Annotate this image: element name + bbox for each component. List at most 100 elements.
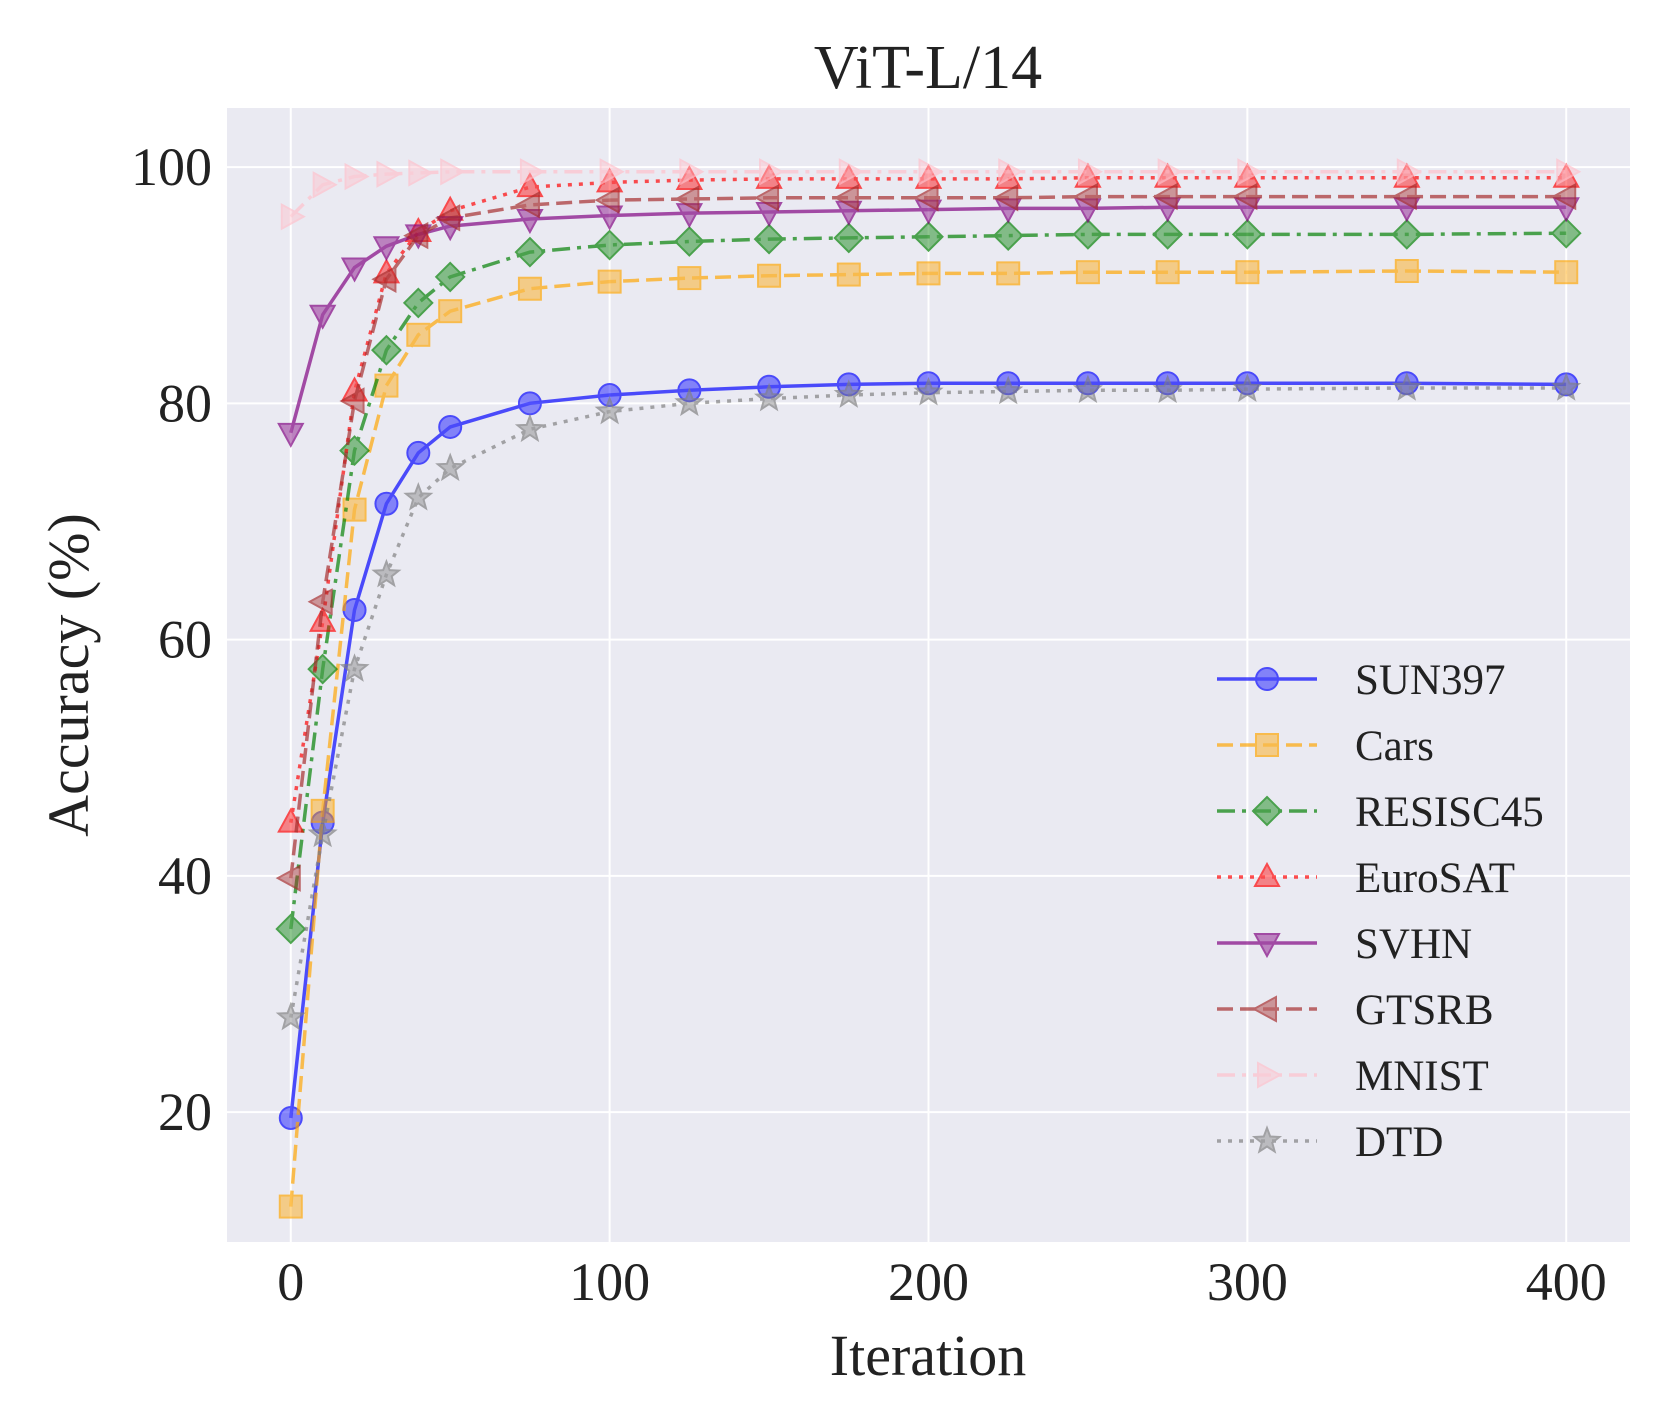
data-point-dtd (435, 452, 466, 482)
data-point-dtd (339, 653, 370, 682)
data-point-svhn (1074, 198, 1102, 224)
data-point-cars (342, 497, 367, 522)
data-point-dtd (1391, 372, 1422, 401)
data-point-dtd (594, 395, 625, 425)
data-point-gtsrb (993, 184, 1019, 212)
data-point-dtd (993, 375, 1024, 405)
data-point-resisc45 (594, 229, 626, 261)
data-point-gtsrb (1072, 182, 1098, 211)
data-point-resisc45 (371, 334, 402, 366)
data-point-cars (1155, 260, 1180, 285)
data-point-resisc45 (753, 223, 785, 255)
data-point-eurosat (595, 167, 624, 193)
data-point-cars (1075, 260, 1100, 285)
legend-item-sun397: SUN397 (1217, 657, 1506, 704)
data-point-svhn (308, 304, 337, 330)
data-point-cars (916, 261, 941, 286)
data-point-gtsrb (275, 864, 301, 892)
data-point-mnist (918, 158, 944, 186)
y-tick-label: 100 (131, 137, 212, 197)
data-point-mnist (1237, 158, 1263, 186)
data-point-resisc45 (1391, 218, 1423, 250)
series-line-sun397 (289, 381, 1567, 1119)
data-point-dtd (371, 558, 402, 588)
data-point-resisc45 (1072, 218, 1104, 250)
data-point-dtd (1232, 373, 1263, 402)
series-resisc45 (275, 217, 1582, 945)
data-point-sun397 (342, 598, 367, 623)
legend-swatch-gtsrb (1217, 995, 1317, 1023)
data-point-sun397 (1155, 371, 1180, 396)
x-tick-label: 100 (569, 1252, 650, 1312)
legend-swatch-mnist (1217, 1061, 1317, 1089)
data-point-gtsrb (403, 221, 429, 250)
data-point-gtsrb (1391, 182, 1417, 211)
legend-marker-svhn (1253, 933, 1281, 959)
data-point-mnist (312, 171, 338, 199)
data-point-cars (1554, 260, 1579, 285)
legend-label-cars: Cars (1355, 723, 1434, 770)
data-point-mnist (1077, 158, 1104, 186)
data-point-eurosat (516, 172, 544, 198)
data-point-gtsrb (753, 184, 780, 212)
data-point-sun397 (374, 491, 399, 516)
series-layer (275, 158, 1582, 1219)
x-tick-label: 0 (277, 1252, 304, 1312)
legend-marker-resisc45 (1251, 795, 1283, 827)
data-point-gtsrb (913, 184, 939, 212)
legend-label-mnist: MNIST (1355, 1053, 1489, 1100)
data-point-sun397 (517, 391, 542, 416)
legend-label-gtsrb: GTSRB (1355, 987, 1494, 1034)
data-point-resisc45 (913, 221, 944, 253)
data-point-gtsrb (833, 184, 859, 212)
data-point-mnist (679, 158, 705, 186)
data-point-gtsrb (371, 265, 397, 293)
chart-title: ViT-L/14 (814, 34, 1042, 102)
data-point-cars (517, 276, 542, 301)
legend-swatch-cars (1217, 733, 1317, 757)
data-point-sun397 (597, 383, 622, 408)
data-point-resisc45 (434, 261, 466, 293)
data-point-mnist (998, 158, 1024, 186)
legend-swatch-dtd (1217, 1125, 1317, 1154)
data-point-resisc45 (833, 222, 865, 254)
data-point-dtd (1072, 374, 1103, 404)
y-tick-label: 80 (158, 373, 212, 433)
data-point-cars (278, 1194, 303, 1219)
legend-label-svhn: SVHN (1355, 921, 1472, 968)
legend-item-svhn: SVHN (1217, 921, 1472, 968)
data-point-gtsrb (339, 387, 365, 415)
x-tick-label: 400 (1526, 1252, 1607, 1312)
data-point-mnist (376, 160, 402, 188)
grid (227, 108, 1630, 1242)
data-point-resisc45 (673, 226, 705, 257)
data-point-mnist (838, 158, 864, 186)
legend-marker-cars (1255, 733, 1279, 757)
y-tick-label: 60 (158, 610, 212, 670)
data-point-mnist (519, 158, 546, 186)
data-point-resisc45 (1152, 218, 1184, 250)
y-tick-label: 40 (158, 846, 212, 906)
data-point-mnist (759, 158, 785, 186)
legend-marker-gtsrb (1251, 995, 1277, 1023)
data-point-cars (996, 261, 1021, 286)
legend-swatch-eurosat (1217, 861, 1317, 887)
series-gtsrb (275, 182, 1577, 892)
legend-label-dtd: DTD (1355, 1119, 1443, 1166)
legend-item-mnist: MNIST (1217, 1053, 1489, 1100)
y-axis-label: Accuracy (%) (36, 513, 101, 837)
legend-item-resisc45: RESISC45 (1217, 789, 1544, 836)
data-point-resisc45 (402, 287, 434, 319)
data-point-sun397 (406, 440, 431, 465)
x-tick-label: 200 (888, 1252, 969, 1312)
data-point-eurosat (308, 606, 337, 632)
data-point-resisc45 (275, 913, 307, 945)
data-point-sun397 (438, 414, 463, 439)
data-point-dtd (913, 376, 944, 406)
series-dtd (275, 372, 1582, 1031)
data-point-cars (597, 269, 622, 294)
legend-marker-dtd (1251, 1125, 1283, 1154)
data-point-gtsrb (674, 185, 700, 213)
data-point-dtd (674, 387, 705, 417)
